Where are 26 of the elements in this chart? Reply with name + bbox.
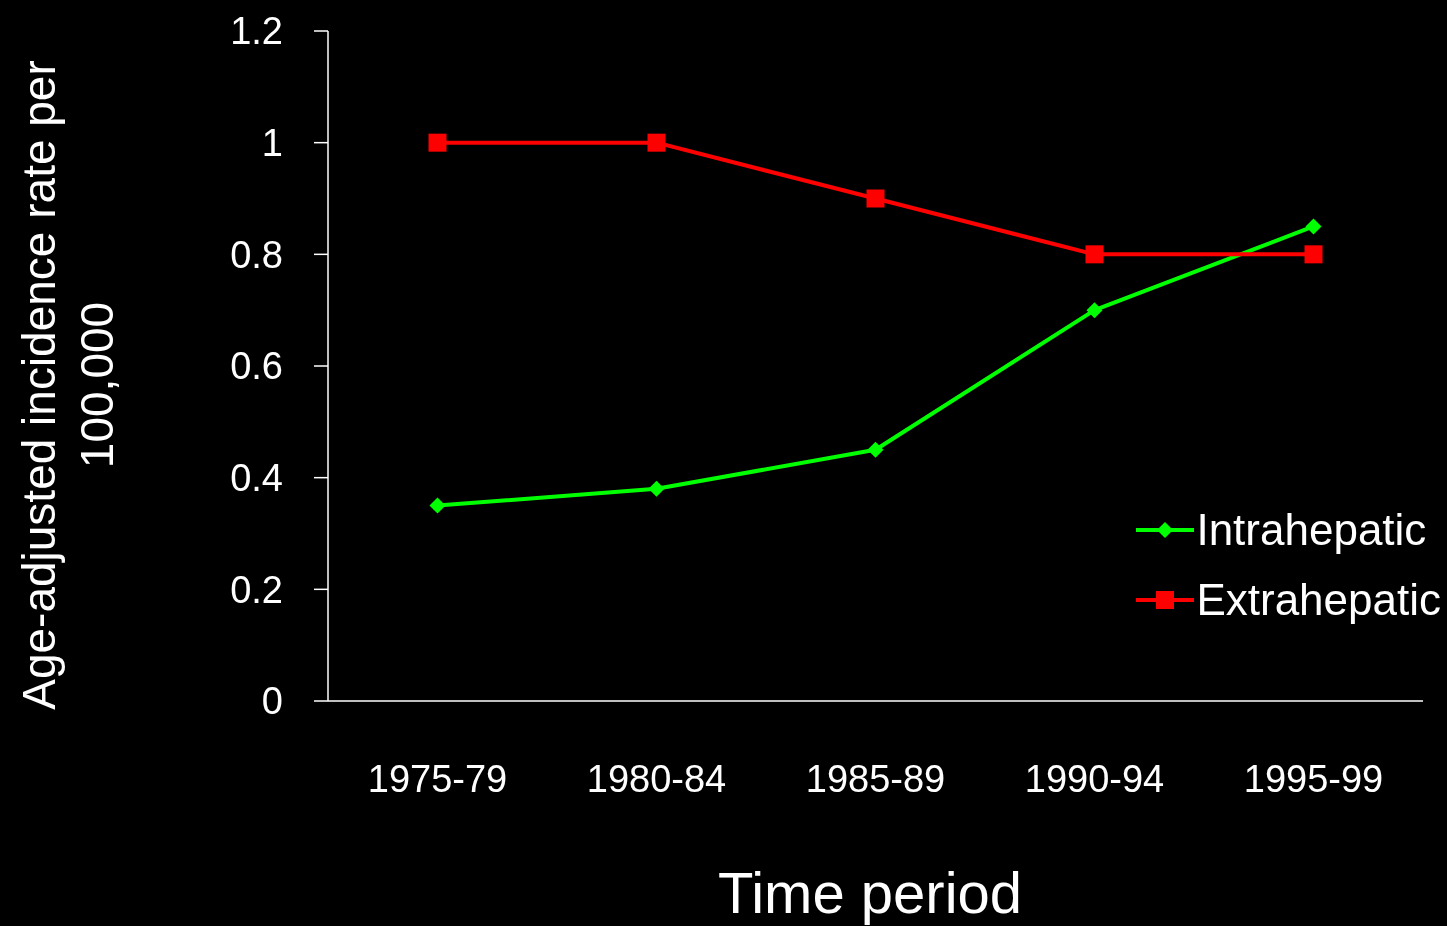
point xyxy=(1085,245,1104,264)
legend-label: Extrahepatic xyxy=(1196,575,1441,625)
point xyxy=(867,441,884,458)
point xyxy=(866,189,885,208)
x-tick-label: 1975-79 xyxy=(367,757,508,800)
point xyxy=(1086,302,1103,319)
y-tick-label: 0.6 xyxy=(230,345,283,388)
x-tick-label: 1985-89 xyxy=(805,757,946,800)
x-tick-label: 1995-99 xyxy=(1243,757,1384,800)
y-tick-label: 1 xyxy=(261,122,283,165)
point xyxy=(429,497,446,514)
point xyxy=(1305,218,1322,235)
y-tick-label: 0.8 xyxy=(230,233,283,276)
point xyxy=(647,133,666,152)
point xyxy=(648,480,665,497)
point xyxy=(1304,245,1323,264)
y-tick-label: 0.4 xyxy=(230,457,283,500)
y-axis-title: Age-adjusted incidence rate per 100,000 xyxy=(12,59,124,712)
point xyxy=(428,133,447,152)
y-tick-label: 0.2 xyxy=(230,568,283,611)
legend-label: Intrahepatic xyxy=(1196,505,1427,555)
x-tick-label: 1980-84 xyxy=(586,757,727,800)
x-tick-label: 1990-94 xyxy=(1024,757,1165,800)
y-tick-label: 1.2 xyxy=(230,10,283,53)
x-axis-title: Time period xyxy=(716,860,1024,926)
y-tick-label: 0 xyxy=(261,680,283,723)
